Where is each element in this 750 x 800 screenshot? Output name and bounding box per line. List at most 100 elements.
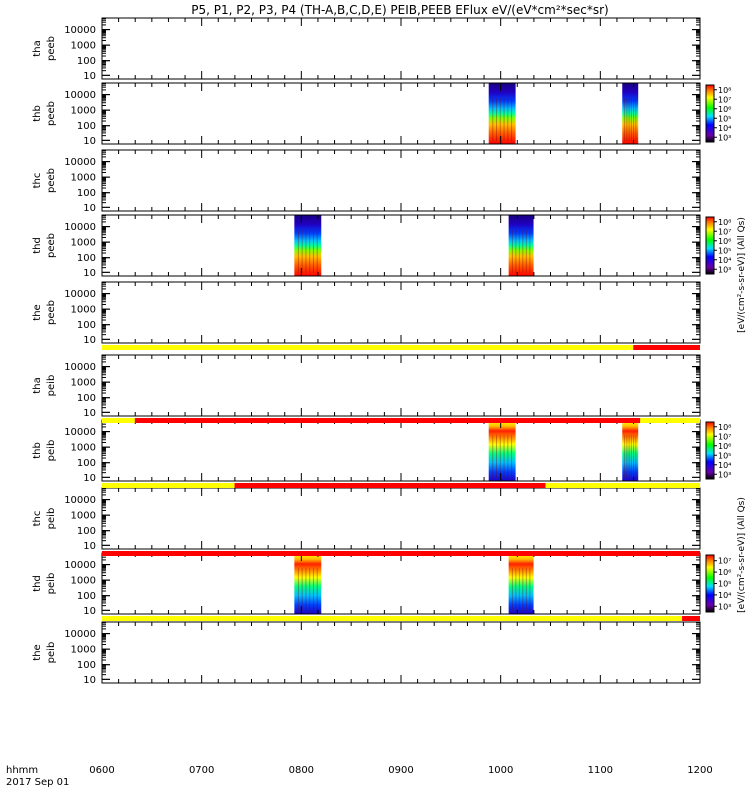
panel-thd-peeb: 10 100 1000 10000 thd peeb xyxy=(32,214,701,279)
spectrogram-block xyxy=(294,553,322,614)
panel-label-product: peeb xyxy=(46,36,57,61)
y-tick-label: 10000 xyxy=(64,495,96,506)
y-tick-label: 1000 xyxy=(71,511,96,522)
colorbar-tick-label: 10⁴ xyxy=(718,124,731,133)
colorbar-tick-label: 10⁵ xyxy=(718,114,731,123)
mode-segment-red xyxy=(234,483,546,488)
y-tick-label: 10000 xyxy=(64,560,96,571)
mode-bar xyxy=(102,551,700,556)
y-tick-label: 10 xyxy=(83,335,96,346)
spectrogram-block xyxy=(622,420,639,481)
y-tick-label: 1000 xyxy=(71,576,96,587)
panel-label-product: peib xyxy=(46,573,57,595)
y-tick-label: 10 xyxy=(83,473,96,484)
colorbar-gradient xyxy=(705,554,715,613)
y-tick-label: 100 xyxy=(77,393,96,404)
mode-segment-yellow xyxy=(102,418,135,423)
colorbar-tick-label: 10⁵ xyxy=(718,580,731,589)
colorbar-tick-label: 10⁵ xyxy=(718,246,731,255)
mode-segment-yellow xyxy=(640,418,700,423)
panel-background xyxy=(102,355,700,416)
panel-thb-peeb: 10 100 1000 10000 thb peeb xyxy=(32,82,701,147)
y-tick-label: 100 xyxy=(77,591,96,602)
y-tick-label: 100 xyxy=(77,56,96,67)
panel-background xyxy=(102,420,700,481)
mode-bar xyxy=(102,616,700,621)
chart-title: P5, P1, P2, P3, P4 (TH-A,B,C,D,E) PEIB,P… xyxy=(191,3,608,17)
colorbar: 10³ 10⁴ 10⁵ 10⁶ 10⁷ xyxy=(705,554,731,613)
colorbar-gradient xyxy=(705,84,715,143)
x-tick-label: 1200 xyxy=(687,765,712,776)
panel-tha-peeb: 10 100 1000 10000 tha peeb xyxy=(32,17,701,82)
colorbar-tick-label: 10⁴ xyxy=(718,591,731,600)
panel-background xyxy=(102,150,700,211)
mode-segment-red xyxy=(102,551,700,556)
spectrogram-block xyxy=(508,215,534,276)
x-tick-label: 0600 xyxy=(89,765,114,776)
panel-background xyxy=(102,18,700,79)
panel-the-peib: 10 100 1000 10000 the peib xyxy=(32,621,701,686)
y-tick-label: 100 xyxy=(77,253,96,264)
panel-label-probe: thc xyxy=(32,511,43,527)
panel-label-product: peib xyxy=(46,508,57,530)
panel-background xyxy=(102,488,700,549)
y-tick-label: 10000 xyxy=(64,629,96,640)
mode-segment-yellow xyxy=(545,483,700,488)
y-tick-label: 10 xyxy=(83,408,96,419)
colorbar-tick-label: 10⁷ xyxy=(718,557,731,566)
panel-label-product: peeb xyxy=(46,233,57,258)
colorbar-tick-label: 10⁴ xyxy=(718,461,731,470)
x-tick-label: 0700 xyxy=(189,765,214,776)
mode-segment-yellow xyxy=(102,345,634,350)
panel-label-product: peib xyxy=(46,440,57,462)
y-tick-label: 10 xyxy=(83,71,96,82)
y-tick-label: 10 xyxy=(83,268,96,279)
y-tick-label: 1000 xyxy=(71,378,96,389)
y-tick-label: 10 xyxy=(83,136,96,147)
colorbar-gradient xyxy=(705,421,715,480)
spectrogram-block xyxy=(508,553,534,614)
panel-background xyxy=(102,83,700,144)
x-tick-label: 0900 xyxy=(388,765,413,776)
y-tick-label: 1000 xyxy=(71,41,96,52)
y-tick-label: 100 xyxy=(77,188,96,199)
y-tick-label: 10 xyxy=(83,675,96,686)
panel-the-peeb: 10 100 1000 10000 the peeb xyxy=(32,281,701,346)
mode-segment-red xyxy=(633,345,700,350)
y-tick-label: 100 xyxy=(77,526,96,537)
mode-bar xyxy=(102,483,700,488)
panel-label-probe: thb xyxy=(32,442,43,459)
xaxis-label-date: 2017 Sep 01 xyxy=(6,777,69,788)
x-tick-label: 0800 xyxy=(289,765,314,776)
spectrogram-block xyxy=(488,83,516,144)
colorbar-tick-label: 10³ xyxy=(718,602,731,611)
colorbar-tick-label: 10⁸ xyxy=(718,86,731,95)
colorbar-tick-label: 10⁷ xyxy=(718,227,731,236)
xaxis-label-hhmm: hhmm xyxy=(6,765,38,776)
spectrogram-block xyxy=(294,215,322,276)
y-tick-label: 10000 xyxy=(64,157,96,168)
y-tick-label: 10000 xyxy=(64,427,96,438)
mode-segment-red xyxy=(134,418,641,423)
colorbar-tick-label: 10³ xyxy=(718,470,731,479)
panel-background xyxy=(102,282,700,343)
colorbar-tick-label: 10³ xyxy=(718,133,731,142)
panel-label-probe: the xyxy=(32,644,43,660)
panel-label-product: peeb xyxy=(46,168,57,193)
panel-label-product: peib xyxy=(46,642,57,664)
panel-label-probe: thd xyxy=(32,575,43,592)
y-tick-label: 10000 xyxy=(64,90,96,101)
y-tick-label: 10000 xyxy=(64,289,96,300)
y-tick-label: 1000 xyxy=(71,238,96,249)
panel-background xyxy=(102,215,700,276)
x-tick-label: 1000 xyxy=(488,765,513,776)
panel-tha-peib: 10 100 1000 10000 tha peib xyxy=(32,354,701,419)
panel-label-product: peib xyxy=(46,375,57,397)
panel-label-probe: tha xyxy=(32,377,43,393)
colorbar-tick-label: 10⁸ xyxy=(718,423,731,432)
y-tick-label: 1000 xyxy=(71,443,96,454)
